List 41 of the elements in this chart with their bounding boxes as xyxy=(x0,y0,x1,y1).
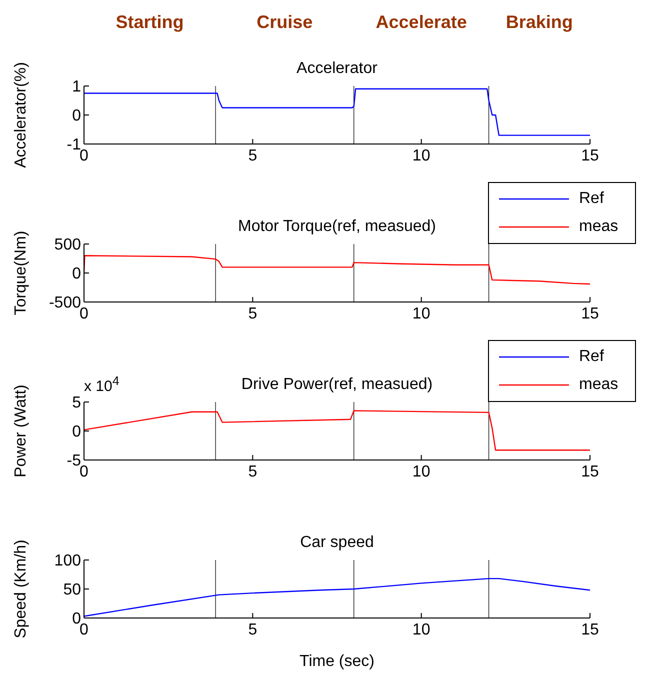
y-tick-label: 50 xyxy=(63,582,82,599)
text: Starting xyxy=(114,12,185,33)
legend-label: meas xyxy=(579,376,618,394)
y-tick-label: -5 xyxy=(66,452,82,470)
x-tick-label: 15 xyxy=(581,147,599,164)
y-tick-label: 0 xyxy=(72,266,82,283)
chart-title: Car speed xyxy=(299,534,375,552)
x-tick-label: 5 xyxy=(248,621,258,638)
y-tick-label: 5 xyxy=(72,394,82,412)
x-tick-label: 5 xyxy=(248,463,258,480)
x-tick-label: 10 xyxy=(412,305,430,322)
chart-title: Drive Power(ref, measued) xyxy=(241,376,433,393)
x-tick-label: 10 xyxy=(412,147,430,164)
text: Accelerate xyxy=(374,12,468,33)
x-tick-label: 10 xyxy=(412,463,430,480)
x-tick-label: 5 xyxy=(248,147,258,164)
chart-title: Accelerator xyxy=(296,60,378,78)
y-tick-label: 0 xyxy=(72,424,82,441)
y-axis-title: Accelerator(%) xyxy=(12,62,30,168)
x-tick-label: 10 xyxy=(412,621,430,638)
y-tick-label: -500 xyxy=(48,294,82,312)
y-axis-title: Speed (Km/h) xyxy=(12,540,30,638)
y-tick-label: 500 xyxy=(54,236,82,254)
x-tick-label: 5 xyxy=(248,305,258,322)
y-axis-title: Power (Watt) xyxy=(12,384,30,478)
legend-label: Ref xyxy=(579,190,604,208)
text: Braking xyxy=(504,12,574,33)
legend-label: Ref xyxy=(579,348,604,366)
legend-label: meas xyxy=(579,218,618,236)
y-tick-label: 1 xyxy=(72,78,82,96)
x-tick-label: 15 xyxy=(581,621,599,638)
y-tick-label: 100 xyxy=(54,552,82,570)
x-axis-title: Time (sec) xyxy=(300,653,374,670)
chart-title: Motor Torque(ref, measued) xyxy=(238,218,436,235)
text: Cruise xyxy=(256,12,314,33)
y-tick-label: 0 xyxy=(72,108,82,125)
x-tick-label: 15 xyxy=(581,305,599,322)
y-axis-title: Torque(Nm) xyxy=(12,230,30,316)
text: x 10$^{4}$ xyxy=(84,374,120,395)
x-tick-label: 15 xyxy=(581,463,599,480)
y-tick-label: -1 xyxy=(66,136,82,154)
